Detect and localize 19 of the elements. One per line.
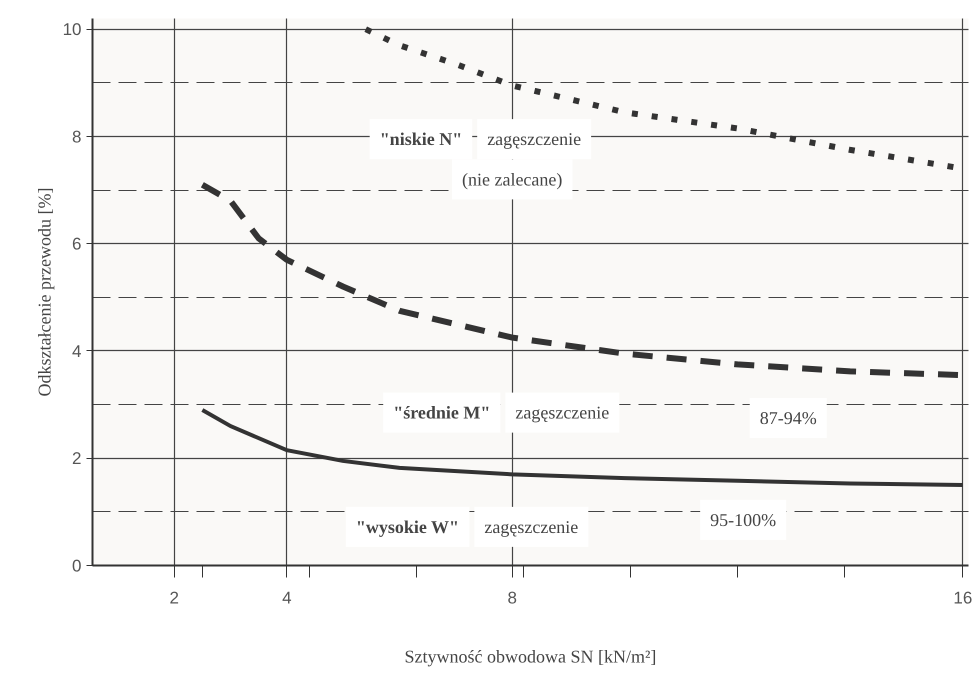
x-tick-label: 4 xyxy=(282,588,292,608)
y-tick-label: 4 xyxy=(72,342,82,361)
x-tick-label: 2 xyxy=(169,588,179,608)
line-series xyxy=(200,408,965,488)
x-tick-label: 16 xyxy=(953,588,972,608)
text: "niskie N" zagęszczenie xyxy=(380,129,582,150)
annotation: 95-100% xyxy=(710,510,776,530)
y-tick-label: 6 xyxy=(72,234,82,254)
x-tick-label: 8 xyxy=(507,588,517,608)
annotation: 87-94% xyxy=(760,408,817,428)
y-tick-label: 0 xyxy=(72,556,82,576)
y-axis-title: Odkształcenie przewodu [%] xyxy=(34,188,55,396)
text: "wysokie W" zagęszczenie xyxy=(356,516,578,537)
x-axis-title: Sztywność obwodowa SN [kN/m²] xyxy=(404,646,656,666)
text: "średnie M" zagęszczenie xyxy=(393,402,610,423)
annotation: (nie zalecane) xyxy=(462,169,562,190)
y-tick-label: 8 xyxy=(72,127,82,146)
y-tick-label: 2 xyxy=(72,449,82,468)
y-tick-label: 10 xyxy=(62,20,82,40)
